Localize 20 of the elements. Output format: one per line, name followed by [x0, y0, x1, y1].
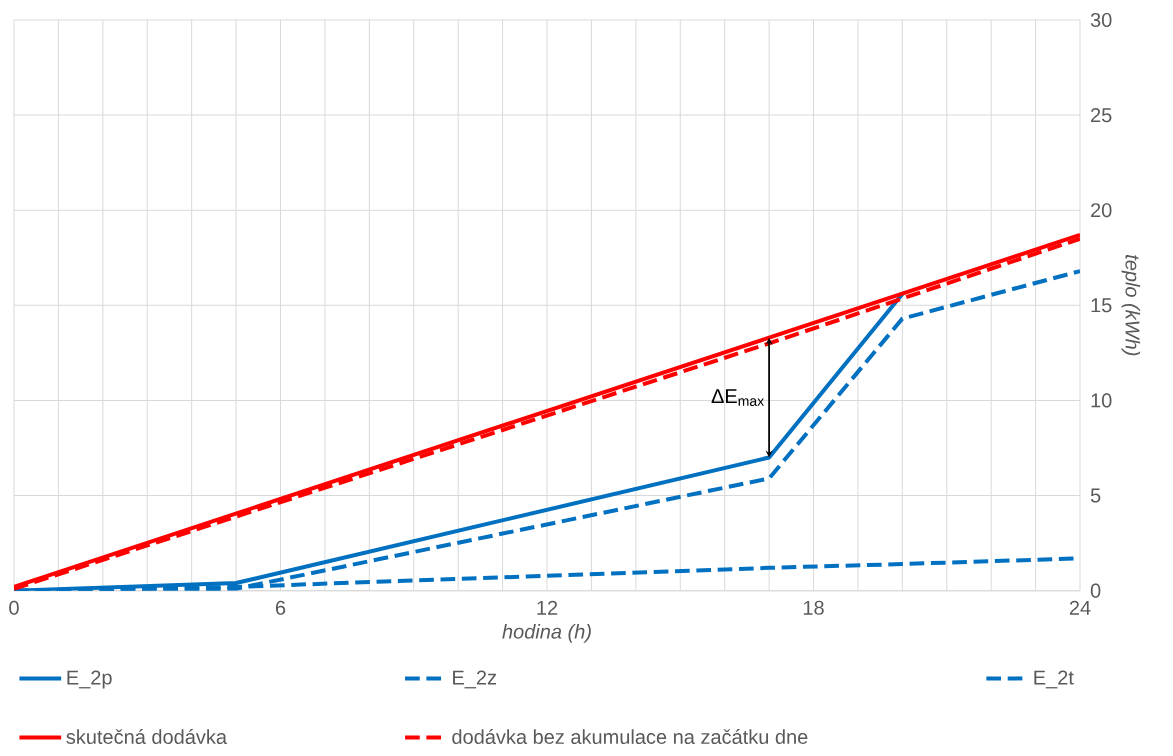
y-tick-label: 15	[1091, 298, 1112, 313]
y-tick-label: 20	[1091, 203, 1112, 218]
legend-label: E_2p	[67, 670, 112, 689]
y-tick-label: 10	[1091, 393, 1112, 408]
x-tick-label: 24	[1069, 600, 1091, 615]
x-tick-label: 6	[275, 600, 286, 615]
x-axis-title: hodina (h)	[502, 624, 591, 643]
y-tick-label: 0	[1090, 583, 1101, 598]
legend-label: skutečná dodávka	[66, 729, 228, 744]
legend-label: E_2z	[453, 670, 497, 689]
legend-label: dodávka bez akumulace na začátku dne	[452, 729, 808, 744]
legend-label: E_2t	[1034, 670, 1074, 689]
y-tick-label: 5	[1090, 488, 1101, 503]
y-tick-label: 25	[1091, 108, 1112, 123]
y-axis-title: teplo (kWh)	[1121, 255, 1141, 356]
x-tick-label: 0	[9, 600, 19, 615]
annotation: ΔE$_{max}$	[711, 389, 764, 406]
y-tick-label: 30	[1090, 12, 1112, 28]
x-tick-label: 18	[803, 600, 824, 615]
x-tick-label: 12	[537, 600, 558, 615]
